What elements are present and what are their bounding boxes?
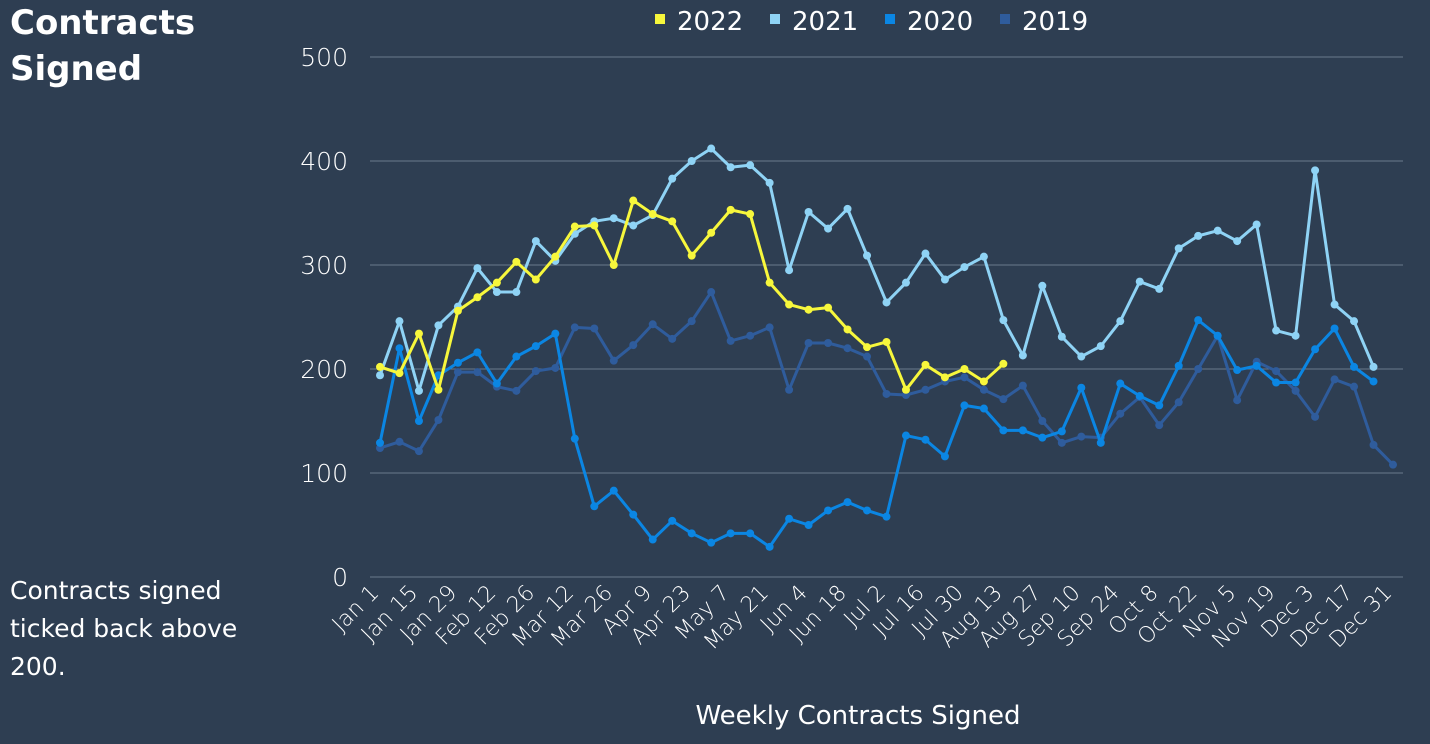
series-line <box>379 199 1005 392</box>
x-axis-title: Weekly Contracts Signed <box>696 701 1021 731</box>
y-tick-label: 500 <box>300 43 348 72</box>
legend-swatch <box>770 14 780 24</box>
y-tick-label: 300 <box>300 251 348 280</box>
legend-item: 2022 <box>655 7 743 37</box>
legend-item: 2020 <box>885 7 973 37</box>
legend-swatch <box>1000 14 1010 24</box>
y-tick-label: 0 <box>332 563 348 592</box>
y-tick-label: 400 <box>300 147 348 176</box>
y-tick-label: 100 <box>300 459 348 488</box>
series-line <box>378 318 1375 549</box>
chart-title: Contracts Signed <box>10 3 196 89</box>
legend-swatch <box>885 14 895 24</box>
legend-label: 2022 <box>677 7 743 37</box>
legend-item: 2019 <box>1000 7 1088 37</box>
legend-label: 2020 <box>907 7 973 37</box>
legend-item: 2021 <box>770 7 858 37</box>
y-tick-label: 200 <box>300 355 348 384</box>
series-line <box>378 147 1375 393</box>
legend-label: 2019 <box>1022 7 1088 37</box>
legend-label: 2021 <box>792 7 858 37</box>
series-line <box>379 290 1395 466</box>
annotation: Contracts signed ticked back above 200. <box>10 576 238 681</box>
legend-swatch <box>655 14 665 24</box>
